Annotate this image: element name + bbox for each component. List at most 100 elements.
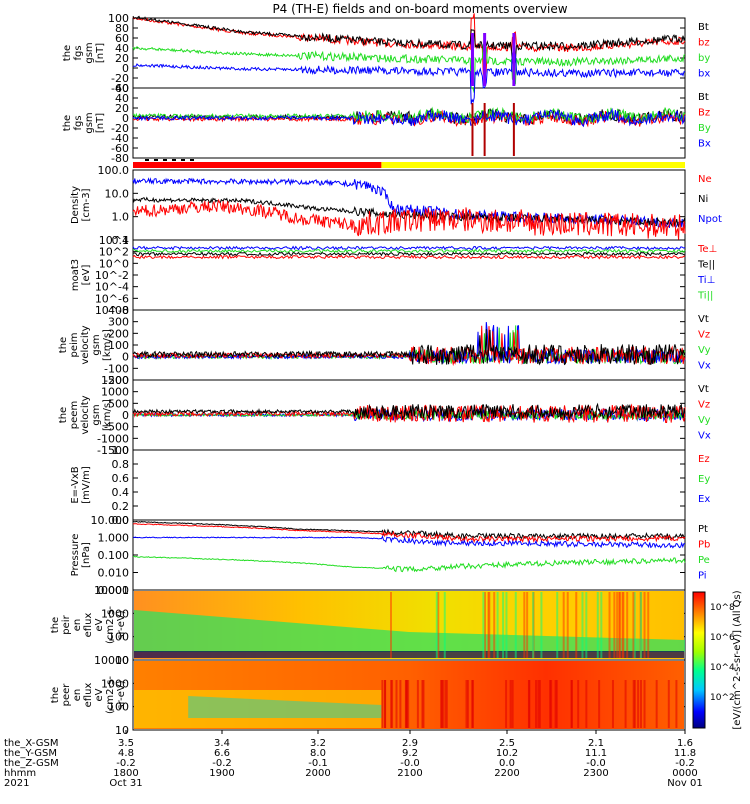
y-tick-label: 20 xyxy=(115,52,129,65)
y-axis-label: the xyxy=(50,687,61,703)
footer-value: -0.1 xyxy=(308,758,328,769)
legend-Ey: Ey xyxy=(698,474,710,485)
y-tick-label: 100.0 xyxy=(98,164,130,177)
y-tick-label: 0.100 xyxy=(98,549,130,562)
y-tick-label: 60 xyxy=(115,32,129,45)
y-axis-label: the xyxy=(62,115,73,131)
y-axis-label: gsm xyxy=(91,404,102,425)
y-axis-label: the xyxy=(58,337,69,353)
y-tick-label: 10 xyxy=(115,654,129,667)
panel-frame xyxy=(132,169,686,241)
density-blue xyxy=(132,177,686,229)
spectrogram-ion-stripe xyxy=(487,592,490,658)
spectrogram-ion-stripe xyxy=(618,592,621,658)
spectrogram-ion-low xyxy=(134,651,684,658)
temp-red xyxy=(132,254,686,260)
pressure-green xyxy=(132,555,686,573)
legend-Ez: Ez xyxy=(698,454,710,465)
footer-value: -0.0 xyxy=(586,758,606,769)
spectrogram-ion-stripe xyxy=(626,592,629,658)
status-yellow xyxy=(381,162,685,168)
spectrogram-ion-stripe xyxy=(647,592,650,658)
y-tick-label: -40 xyxy=(111,82,129,95)
colorbar-tick: 10^6 xyxy=(710,633,735,643)
spectrogram-ion-stripe xyxy=(389,592,392,658)
y-axis-label: E=-VxB xyxy=(70,466,81,503)
y-tick-label: 10^-6 xyxy=(95,292,129,305)
y-tick-label: -40 xyxy=(111,132,129,145)
temp-green xyxy=(132,248,686,254)
y-axis-label: en xyxy=(72,689,83,702)
spectrogram-ion-stripe xyxy=(505,592,508,658)
series-red xyxy=(132,13,686,76)
footer-label: hhmm xyxy=(4,768,36,779)
spectrogram-ion-stripe xyxy=(633,592,636,658)
pressure-red xyxy=(132,523,686,544)
y-tick-label: -1000 xyxy=(97,432,129,445)
spectrogram-ele-stripe xyxy=(390,680,393,728)
y-axis-label: eflux xyxy=(83,683,94,708)
spectrogram-ele-stripe xyxy=(404,680,407,728)
spectrogram-ion-stripe xyxy=(514,592,517,658)
density-red xyxy=(132,198,686,240)
y-tick-label: 1500 xyxy=(101,374,129,387)
spectrogram-ele-stripe xyxy=(611,680,614,728)
spectrogram-ele-stripe xyxy=(395,680,398,728)
status-red xyxy=(133,162,382,168)
pressure-blue xyxy=(132,535,686,549)
y-tick-label: 10^-8 xyxy=(95,304,129,317)
y-axis-label: eflux xyxy=(83,613,94,638)
footer-value: -0.2 xyxy=(212,758,232,769)
spectrogram-ele-stripe xyxy=(675,680,678,728)
y-tick-label: 100 xyxy=(108,631,129,644)
legend-Pb: Pb xyxy=(698,540,710,551)
legend-Vy: Vy xyxy=(698,415,711,426)
y-tick-label: 500 xyxy=(108,397,129,410)
y-tick-label: 100 xyxy=(108,12,129,25)
y-axis-label: [cm-3] xyxy=(81,188,92,221)
y-axis-label: fgs xyxy=(73,115,84,130)
spectrogram-ele-stripe xyxy=(399,680,402,728)
spectrogram-ele-stripe xyxy=(632,680,635,728)
spectrogram-ion-stripe xyxy=(443,592,446,658)
spectrogram-ele-stripe xyxy=(444,680,447,728)
y-tick-label: -200 xyxy=(104,374,129,387)
legend-Pe: Pe xyxy=(698,555,710,566)
status-bar xyxy=(133,162,685,168)
legend-Vt: Vt xyxy=(698,384,709,395)
spectrogram-ele-stripe xyxy=(598,680,601,728)
legend-Ti||: Ti|| xyxy=(697,291,713,302)
y-tick-label: 100 xyxy=(108,701,129,714)
legend-Ex: Ex xyxy=(698,494,710,505)
y-tick-label: 10 xyxy=(115,724,129,737)
spectrogram-ele-stripe xyxy=(527,680,530,728)
spectrogram-ele-stripe xyxy=(442,680,445,728)
footer-value: 2.9 xyxy=(402,738,418,749)
y-tick-label: 60 xyxy=(115,82,129,95)
footer-value: 2300 xyxy=(583,768,608,779)
mark xyxy=(172,159,176,161)
y-axis-label: [nT] xyxy=(95,113,106,133)
y-axis-label: the xyxy=(50,617,61,633)
spectrogram-ele-stripe xyxy=(381,680,384,728)
colorbar-tick: 10^4 xyxy=(710,663,735,673)
spectrogram-ele-stripe xyxy=(667,680,670,728)
footer-value: 2.5 xyxy=(499,738,515,749)
panel-frame xyxy=(132,309,686,381)
peem-green xyxy=(132,408,686,422)
legend-Te||: Te|| xyxy=(697,260,715,271)
spectrogram-ele-stripe xyxy=(643,680,646,728)
y-axis-label: [nPa] xyxy=(81,542,92,568)
y-axis-label: [km/s] xyxy=(102,329,113,361)
y-axis-label: peem xyxy=(69,401,80,429)
y-tick-label: 10.0 xyxy=(105,187,130,200)
y-axis-label: peim xyxy=(69,332,80,357)
legend-Vz: Vz xyxy=(698,330,710,341)
spectrogram-ele-green xyxy=(188,696,382,718)
footer-label: the_X-GSM xyxy=(4,738,58,749)
y-tick-label: 0.010 xyxy=(98,567,130,580)
y-tick-label: 10000 xyxy=(94,654,129,667)
footer-value: 3.4 xyxy=(214,738,230,749)
